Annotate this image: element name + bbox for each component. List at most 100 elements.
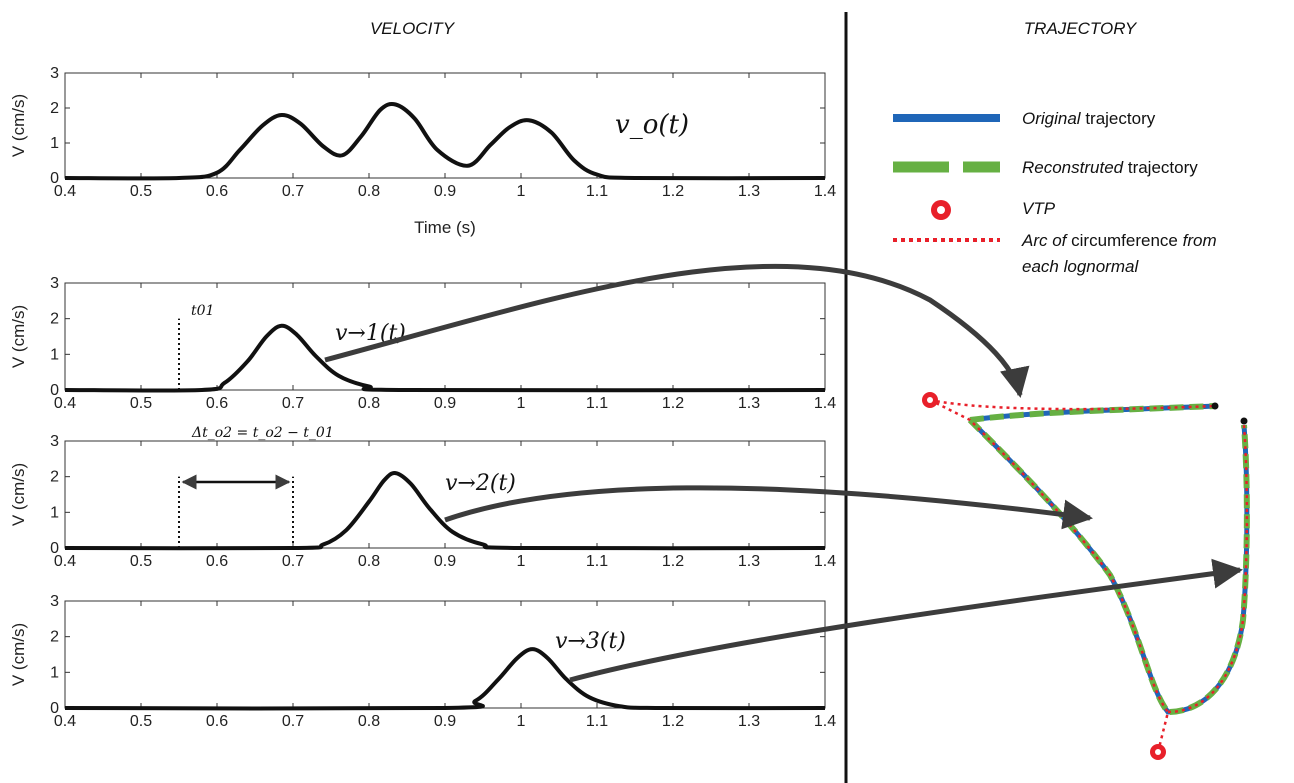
plot-frame xyxy=(64,600,826,709)
velocity-plots: 0.4 0.5 0.6 0.7 0.8 0.9 1 1.1 1.2 1.3 1.4 0 1 2 3 V (cm… xyxy=(9,65,836,730)
arc-of-circumference-lines xyxy=(929,398,1249,753)
y-axis-label: V (cm/s) xyxy=(9,463,28,526)
velocity-plot-v1: 0.4 0.5 0.6 0.7 0.8 0.9 1 1.1 1.2 1.3 1.4 0 1 2 3 V (cm… xyxy=(9,275,836,412)
x-tick-label: 1.1 xyxy=(586,395,608,412)
y-tick-label: 3 xyxy=(50,275,59,292)
x-tick-label: 1.4 xyxy=(814,395,836,412)
x-tick-label: 0.8 xyxy=(358,183,380,200)
x-tick-label: 0.4 xyxy=(54,395,76,412)
y-tick-label: 1 xyxy=(50,664,59,681)
curve-label-v3: v→3(t) xyxy=(555,629,626,654)
x-tick-label: 1.3 xyxy=(738,395,760,412)
y-tick-label: 0 xyxy=(50,382,59,399)
x-tick-label: 0.8 xyxy=(358,395,380,412)
trajectory-title: TRAJECTORY xyxy=(1024,19,1138,38)
legend-label-arc-line2: each lognormal xyxy=(1022,257,1139,276)
x-tick-label: 0.8 xyxy=(358,713,380,730)
x-tick-label: 0.6 xyxy=(206,395,228,412)
legend-label-vtp: VTP xyxy=(1022,199,1056,218)
x-tick-label: 0.6 xyxy=(206,713,228,730)
y-axis-label: V (cm/s) xyxy=(9,623,28,686)
x-tick-label: 1.1 xyxy=(586,713,608,730)
x-tick-label: 0.5 xyxy=(130,553,152,570)
x-tick-label: 1.2 xyxy=(662,183,684,200)
x-tick-label: 1.4 xyxy=(814,553,836,570)
original-trajectory-line xyxy=(968,403,1250,715)
legend-swatch-vtp xyxy=(931,200,951,220)
x-tick-label: 0.5 xyxy=(130,395,152,412)
x-tick-label: 0.4 xyxy=(54,183,76,200)
x-tick-label: 1 xyxy=(517,395,526,412)
x-tick-label: 0.5 xyxy=(130,713,152,730)
y-tick-label: 2 xyxy=(50,100,59,117)
x-tick-label: 0.8 xyxy=(358,553,380,570)
velocity-title: VELOCITY xyxy=(370,19,456,38)
y-tick-label: 1 xyxy=(50,135,59,152)
velocity-curve-v0 xyxy=(64,101,826,181)
x-tick-label: 0.7 xyxy=(282,395,304,412)
y-tick-label: 0 xyxy=(50,170,59,187)
curve-label-v2: v→2(t) xyxy=(445,471,516,496)
velocity-plot-v2: 0.4 0.5 0.6 0.7 0.8 0.9 1 1.1 1.2 1.3 1.4 0 1 2 3 V (cm… xyxy=(9,425,836,570)
legend-label-arc: Arc of circumference from xyxy=(1021,231,1217,250)
legend: Original trajectory Reconstruted traject… xyxy=(893,109,1217,276)
legend-label-original: Original trajectory xyxy=(1022,109,1156,128)
x-tick-label: 1.3 xyxy=(738,713,760,730)
x-tick-label: 0.5 xyxy=(130,183,152,200)
velocity-plot-v0: 0.4 0.5 0.6 0.7 0.8 0.9 1 1.1 1.2 1.3 1.4 0 1 2 3 V (cm… xyxy=(9,65,836,237)
trajectory-endpoint xyxy=(1240,417,1248,425)
velocity-curve-v1 xyxy=(64,323,826,393)
arrow-v2-to-trajectory xyxy=(444,485,1093,530)
velocity-curve-v2 xyxy=(64,471,826,551)
velocity-curve-v3 xyxy=(64,647,826,711)
x-tick-label: 1 xyxy=(517,713,526,730)
y-tick-label: 0 xyxy=(50,700,59,717)
y-tick-label: 3 xyxy=(50,433,59,450)
y-tick-label: 2 xyxy=(50,629,59,646)
vtp-marker xyxy=(922,392,938,408)
velocity-plot-v3: 0.4 0.5 0.6 0.7 0.8 0.9 1 1.1 1.2 1.3 1.4 0 1 2 3 V (cm… xyxy=(9,593,836,730)
delay-annotation: Δt_o2 = t_o2 − t_01 xyxy=(191,425,334,441)
x-tick-label: 1.4 xyxy=(814,713,836,730)
x-axis-label: Time (s) xyxy=(414,218,476,237)
arrow-v3-to-trajectory xyxy=(569,558,1243,683)
x-tick-label: 1 xyxy=(517,183,526,200)
y-tick-label: 3 xyxy=(50,593,59,610)
curve-label-v0: v_o(t) xyxy=(615,110,689,140)
trajectory-endpoint xyxy=(1211,402,1219,410)
x-tick-label: 1.1 xyxy=(586,553,608,570)
y-tick-label: 1 xyxy=(50,504,59,521)
x-tick-label: 1 xyxy=(517,553,526,570)
plot-frame xyxy=(64,72,826,179)
y-axis-label: V (cm/s) xyxy=(9,305,28,368)
trajectory-plot xyxy=(922,392,1250,760)
x-tick-label: 1.2 xyxy=(662,395,684,412)
x-tick-label: 1.1 xyxy=(586,183,608,200)
onset-label: t01 xyxy=(191,303,214,319)
x-tick-label: 0.7 xyxy=(282,713,304,730)
x-tick-label: 0.9 xyxy=(434,713,456,730)
x-tick-label: 0.6 xyxy=(206,183,228,200)
x-tick-label: 0.7 xyxy=(282,183,304,200)
x-tick-label: 0.7 xyxy=(282,553,304,570)
legend-label-reconstructed: Reconstruted trajectory xyxy=(1022,158,1198,177)
y-tick-label: 3 xyxy=(50,65,59,82)
x-tick-label: 1.3 xyxy=(738,553,760,570)
reconstructed-trajectory-line xyxy=(967,403,1250,716)
x-tick-label: 0.9 xyxy=(434,183,456,200)
x-tick-label: 0.9 xyxy=(434,395,456,412)
y-tick-label: 1 xyxy=(50,346,59,363)
x-tick-label: 0.4 xyxy=(54,553,76,570)
y-tick-label: 2 xyxy=(50,311,59,328)
y-axis-label: V (cm/s) xyxy=(9,94,28,157)
x-tick-label: 1.4 xyxy=(814,183,836,200)
x-tick-label: 0.9 xyxy=(434,553,456,570)
x-tick-label: 0.4 xyxy=(54,713,76,730)
y-tick-label: 0 xyxy=(50,540,59,557)
x-tick-label: 0.6 xyxy=(206,553,228,570)
y-tick-label: 2 xyxy=(50,469,59,486)
x-tick-label: 1.2 xyxy=(662,553,684,570)
arrow-v1-to-trajectory xyxy=(324,263,1030,398)
x-tick-label: 1.2 xyxy=(662,713,684,730)
